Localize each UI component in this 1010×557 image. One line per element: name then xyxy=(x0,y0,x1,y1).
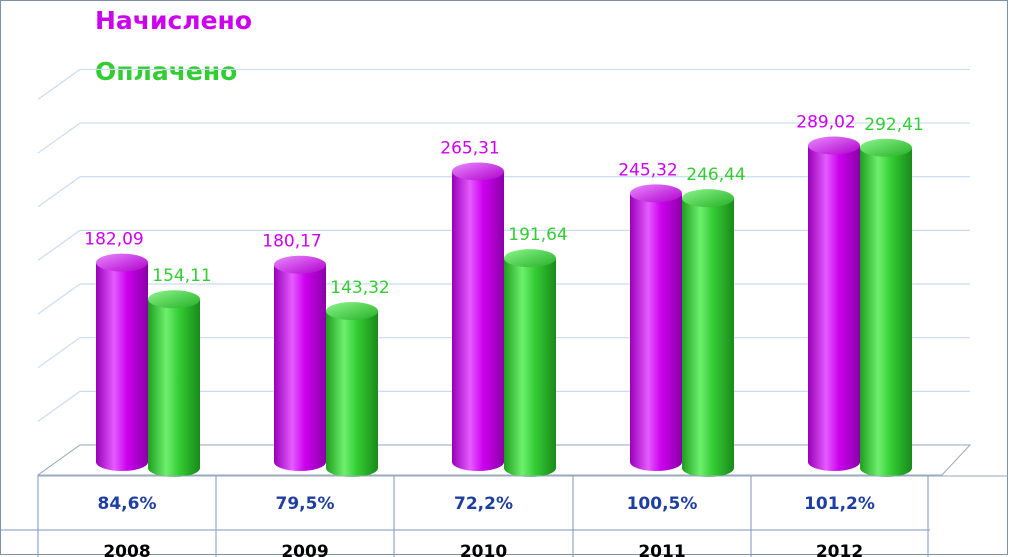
table-cell-percent-2009: 79,5% xyxy=(276,494,335,514)
bar-top xyxy=(682,189,734,208)
bar-Начислено-2012 xyxy=(808,136,860,471)
bar-top xyxy=(860,138,912,157)
table-cell-year-2012: 2012 xyxy=(816,542,863,557)
legend-entry-oplacheno: Оплачено xyxy=(95,57,238,86)
gridline-side xyxy=(37,337,81,369)
bar-top xyxy=(274,255,326,274)
gridline-side xyxy=(37,122,81,154)
bar-Оплачено-2012 xyxy=(860,138,912,478)
gridline-side xyxy=(37,176,81,208)
bar-top xyxy=(452,162,504,181)
bar-body xyxy=(504,258,556,477)
bar-top xyxy=(148,290,200,309)
bar-Оплачено-2009 xyxy=(326,302,378,477)
table-cell-year-2009: 2009 xyxy=(281,542,328,557)
bar-top xyxy=(630,184,682,203)
value-label-Начислено-2009: 180,17 xyxy=(262,232,321,252)
bar-body xyxy=(96,262,148,471)
bar-body xyxy=(630,193,682,471)
bar-Начислено-2011 xyxy=(630,184,682,471)
table-cell-percent-2010: 72,2% xyxy=(454,494,513,514)
bar-body xyxy=(860,147,912,478)
bar-top xyxy=(504,249,556,268)
bar-body xyxy=(148,299,200,477)
gridline-side xyxy=(37,390,81,422)
value-label-Начислено-2012: 289,02 xyxy=(796,113,855,133)
value-label-Оплачено-2009: 143,32 xyxy=(330,278,389,298)
table-cell-year-2011: 2011 xyxy=(638,542,685,557)
bar-Начислено-2009 xyxy=(274,255,326,471)
bar-Оплачено-2010 xyxy=(504,249,556,477)
bar-top xyxy=(96,253,148,272)
value-label-Оплачено-2012: 292,41 xyxy=(864,115,923,135)
gridline-side xyxy=(37,283,81,315)
bar-Начислено-2010 xyxy=(452,162,504,472)
bar-body xyxy=(326,311,378,477)
gridline-side xyxy=(37,229,81,261)
value-label-Начислено-2011: 245,32 xyxy=(618,160,677,180)
value-label-Оплачено-2010: 191,64 xyxy=(508,225,567,245)
bar-body xyxy=(452,171,504,472)
bar-body xyxy=(682,198,734,477)
table-cell-percent-2011: 100,5% xyxy=(627,494,698,514)
value-label-Начислено-2010: 265,31 xyxy=(440,138,499,158)
bar-top xyxy=(808,136,860,155)
table-cell-percent-2008: 84,6% xyxy=(98,494,157,514)
gridline-side xyxy=(37,68,81,100)
value-label-Оплачено-2008: 154,11 xyxy=(152,266,211,286)
value-label-Начислено-2008: 182,09 xyxy=(84,230,143,250)
table-cell-year-2010: 2010 xyxy=(460,542,507,557)
bar-Оплачено-2011 xyxy=(682,189,734,477)
bar-Оплачено-2008 xyxy=(148,290,200,477)
legend-entry-nachisleno: Начислено xyxy=(95,6,253,35)
bar-body xyxy=(274,264,326,471)
bar-top xyxy=(326,302,378,321)
table-cell-year-2008: 2008 xyxy=(103,542,150,557)
table-cell-percent-2012: 101,2% xyxy=(804,494,875,514)
bar-body xyxy=(808,145,860,471)
bar-Начислено-2008 xyxy=(96,253,148,471)
value-label-Оплачено-2011: 246,44 xyxy=(686,165,745,185)
